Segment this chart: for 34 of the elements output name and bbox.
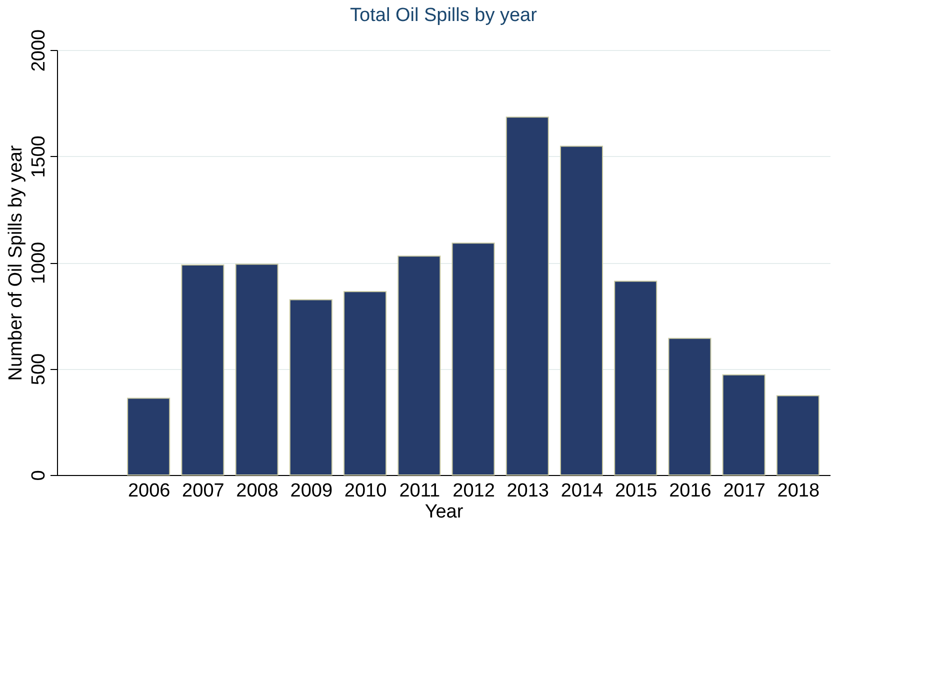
- bar: [614, 280, 658, 476]
- bar: [722, 374, 766, 476]
- x-tick-label: 2006: [128, 480, 170, 502]
- x-tick-label: 2009: [290, 480, 333, 502]
- bar: [344, 291, 387, 476]
- x-tick-label: 2014: [560, 480, 604, 502]
- bar: [776, 395, 820, 476]
- bar: [398, 256, 441, 476]
- bar: [127, 398, 170, 476]
- bar: [181, 264, 224, 476]
- x-axis-title: Year: [424, 502, 464, 522]
- bar: [668, 338, 712, 476]
- y-tick-label: 0: [28, 470, 50, 481]
- bar: [452, 242, 495, 476]
- y-tick-label: 2000: [28, 29, 50, 72]
- x-tick-label: 2011: [399, 480, 440, 502]
- x-tick-label: 2016: [669, 480, 712, 502]
- bar: [560, 146, 603, 476]
- x-tick-label: 2018: [777, 480, 820, 502]
- bar: [289, 299, 332, 476]
- x-tick-label: 2010: [344, 480, 387, 502]
- y-tick-label: 1000: [28, 242, 50, 284]
- x-tick-label: 2017: [723, 480, 766, 502]
- y-tick-label: 1500: [28, 136, 50, 178]
- chart-title: Total Oil Spills by year: [350, 4, 538, 26]
- y-axis-title: Number of Oil Spills by year: [6, 144, 26, 381]
- x-tick-label: 2013: [506, 480, 550, 502]
- x-tick-label: 2015: [614, 480, 658, 502]
- bar: [235, 264, 278, 476]
- y-tick-label: 500: [28, 353, 50, 386]
- x-tick-label: 2008: [236, 480, 278, 502]
- x-tick-label: 2007: [182, 480, 224, 502]
- bar: [506, 116, 549, 476]
- x-tick-label: 2012: [452, 480, 495, 502]
